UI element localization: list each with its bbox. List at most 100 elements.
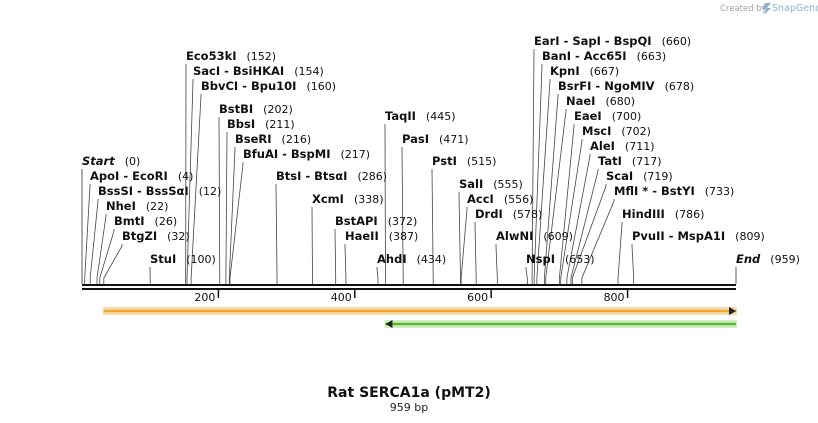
site-bbvci[interactable]: BbvCI - Bpu10I (160) [201,79,336,93]
site-position: (12) [199,185,222,198]
site-haeii[interactable]: HaeII (387) [345,229,418,243]
ruler-tick-label: 400 [331,291,352,304]
site-naei[interactable]: NaeI (680) [566,94,635,108]
leader-pvuii [631,244,635,284]
ruler-tick-label: 600 [467,291,488,304]
site-acci[interactable]: AccI (556) [467,192,533,206]
site-position: (667) [590,65,620,78]
site-apoi[interactable]: ApoI - EcoRI (4) [90,169,193,183]
site-name: BanI - Acc65I [542,49,627,63]
site-bstbi[interactable]: BstBI (202) [219,102,293,116]
site-name: XcmI [312,192,344,206]
site-bstapi[interactable]: BstAPI (372) [335,214,417,228]
site-saci[interactable]: SacI - BsiHKAI (154) [193,64,324,78]
leader-psti [431,169,434,284]
leader-sali [458,192,461,284]
site-scai[interactable]: ScaI (719) [606,169,673,183]
site-leaders [81,49,737,284]
site-name: DrdI [475,207,503,221]
site-position: (0) [125,155,141,168]
site-eaei[interactable]: EaeI (700) [574,109,641,123]
site-bani[interactable]: BanI - Acc65I (663) [542,49,666,63]
green-feature[interactable] [384,320,737,328]
site-bsrfi[interactable]: BsrFI - NgoMIV (678) [558,79,694,93]
leader-nspi [525,267,528,284]
leader-hindiii [617,222,623,284]
leader-btgzi [103,244,123,284]
site-end[interactable]: End (959) [736,252,800,266]
leader-bstbi [218,117,221,284]
site-drdi[interactable]: DrdI (578) [475,207,542,221]
site-position: (555) [493,178,523,191]
leader-msci [560,139,583,284]
site-bsssi[interactable]: BssSI - BssSαI (12) [98,184,221,198]
site-name: PstI [432,154,457,168]
site-name: AccI [467,192,494,206]
site-pasi[interactable]: PasI (471) [402,132,469,146]
ruler-ticks: 200 400 600 800 [194,290,629,304]
site-name: SalI [459,177,483,191]
site-position: (680) [605,95,635,108]
site-ahdi[interactable]: AhdI (434) [377,252,446,266]
site-name: EaeI [574,109,602,123]
site-pvuii[interactable]: PvuII - MspA1I (809) [632,229,765,243]
site-start[interactable]: Start (0) [82,154,140,168]
leader-apoi [84,184,91,284]
leader-acci [460,207,468,284]
site-hindiii[interactable]: HindIII (786) [622,207,704,221]
site-position: (700) [612,110,642,123]
site-position: (653) [565,253,595,266]
site-nhei[interactable]: NheI (22) [106,199,168,213]
site-name: BssSI - BssSαI [98,184,189,198]
leader-eari [531,49,535,284]
site-eari[interactable]: EarI - SapI - BspQI (660) [534,34,691,48]
site-bseri[interactable]: BseRI (216) [235,132,311,146]
leader-xcmi [311,207,313,284]
leader-bani [533,64,543,284]
leader-scai [571,184,607,284]
site-btgzi[interactable]: BtgZI (32) [122,229,190,243]
site-xcmi[interactable]: XcmI (338) [312,192,384,206]
site-msci[interactable]: MscI (702) [582,124,651,138]
site-psti[interactable]: PstI (515) [432,154,496,168]
site-bbsi[interactable]: BbsI (211) [227,117,295,131]
site-name: BmtI [114,214,145,228]
site-name: BfuAI - BspMI [243,147,330,161]
site-eco53ki[interactable]: Eco53kI (152) [186,49,276,63]
site-alei[interactable]: AleI (711) [590,139,655,153]
leader-haeii [344,244,347,284]
leader-bfuai [229,162,244,284]
site-name: AleI [590,139,615,153]
site-sali[interactable]: SalI (555) [459,177,523,191]
site-position: (387) [389,230,419,243]
site-name: BseRI [235,132,272,146]
site-bmti[interactable]: BmtI (26) [114,214,177,228]
site-taqii[interactable]: TaqII (445) [385,109,456,123]
site-name: BsrFI - NgoMIV [558,79,655,93]
site-tati[interactable]: TatI (717) [598,154,662,168]
site-name: BtsI - BtsαI [276,169,347,183]
site-position: (22) [146,200,169,213]
site-mfli[interactable]: MflI * - BstYI (733) [614,184,734,198]
site-position: (372) [388,215,418,228]
site-name: BstBI [219,102,253,116]
leader-ahdi [376,267,379,284]
leader-kpni [536,79,551,284]
site-stui[interactable]: StuI (100) [150,252,216,266]
orange-feature[interactable] [102,307,737,315]
site-position: (100) [186,253,216,266]
ruler-tick-label: 800 [604,291,625,304]
site-position: (26) [155,215,178,228]
leader-bbvci [190,94,202,284]
site-position: (556) [504,193,534,206]
site-position: (515) [467,155,497,168]
site-alwni[interactable]: AlwNI (609) [496,229,573,243]
site-name: End [736,252,761,266]
site-position: (733) [705,185,735,198]
site-btsi[interactable]: BtsI - BtsαI (286) [276,169,387,183]
site-position: (211) [265,118,295,131]
site-kpni[interactable]: KpnI (667) [550,64,619,78]
site-bfuai[interactable]: BfuAI - BspMI (217) [243,147,370,161]
site-nspi[interactable]: NspI (653) [526,252,595,266]
